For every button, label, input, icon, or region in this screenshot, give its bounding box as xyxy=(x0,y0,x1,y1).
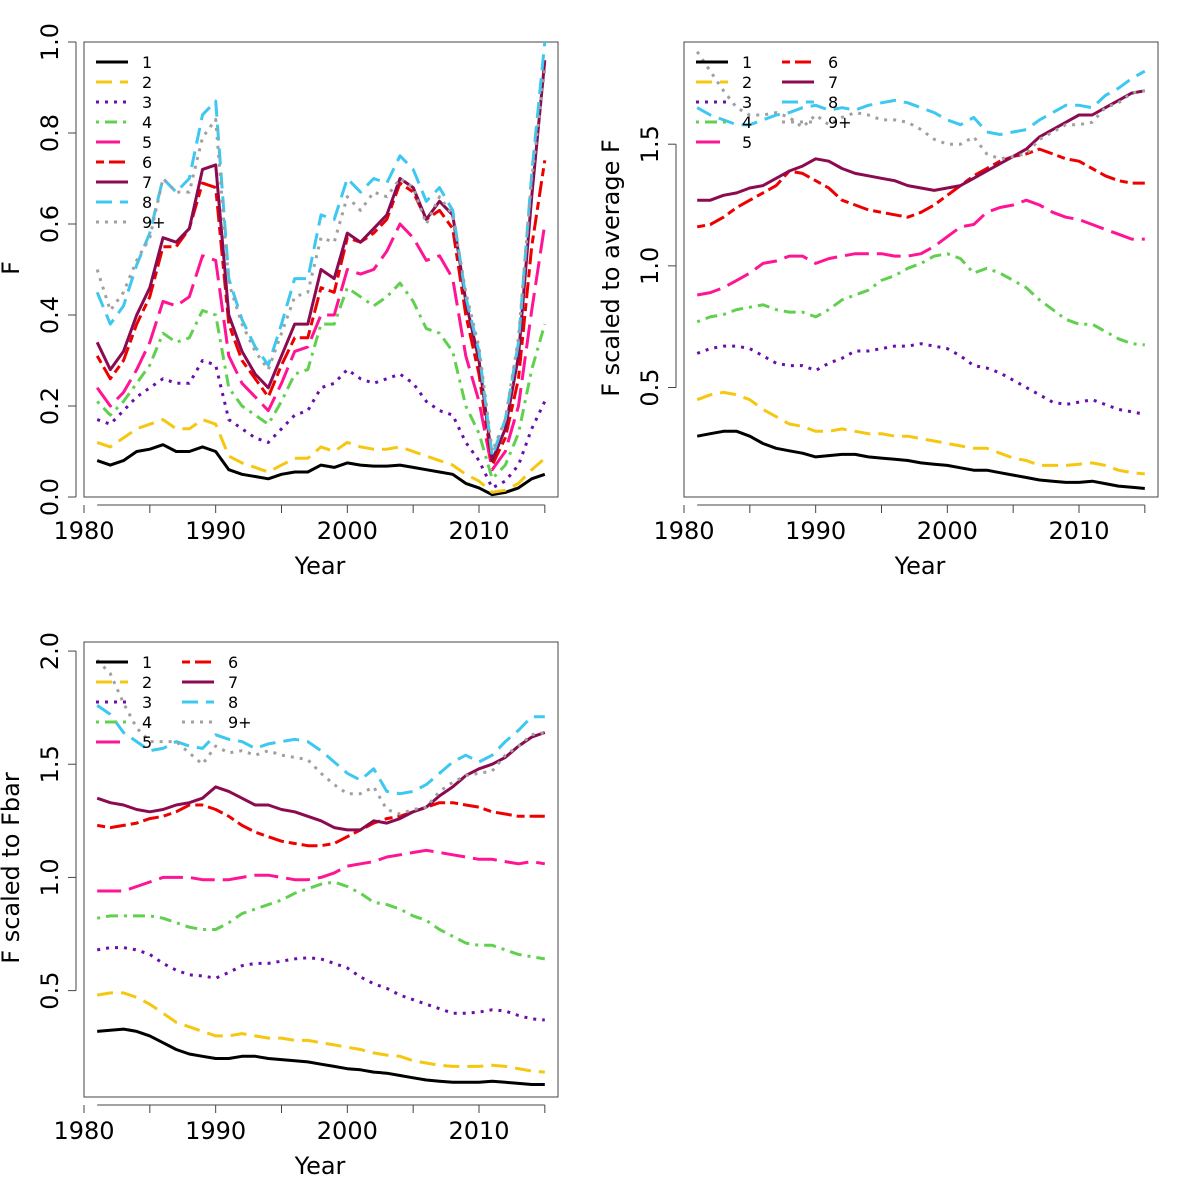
legend-label: 4 xyxy=(142,713,152,732)
series-line-1 xyxy=(97,1027,545,1086)
plot-frame xyxy=(683,41,1159,498)
x-tick-label: 2000 xyxy=(917,517,978,545)
legend-label: 5 xyxy=(142,733,152,752)
series-line-8 xyxy=(96,704,545,796)
legend-label: 1 xyxy=(142,653,152,672)
x-tick-label: 1980 xyxy=(53,517,114,545)
legend-label: 9+ xyxy=(142,213,166,232)
x-axis-title: Year xyxy=(294,552,346,580)
series-line-2 xyxy=(696,390,1145,476)
y-axis-title: F xyxy=(0,261,25,275)
x-axis-title: Year xyxy=(894,552,946,580)
legend-label: 5 xyxy=(742,133,752,152)
legend-label: 7 xyxy=(142,173,152,192)
series-line-6 xyxy=(95,160,547,467)
y-tick-label: 0.8 xyxy=(36,114,64,152)
series-line-4 xyxy=(96,281,547,481)
x-tick-label: 1990 xyxy=(185,1117,246,1145)
legend-label: 6 xyxy=(228,653,238,672)
y-tick-label: 1.5 xyxy=(636,125,664,163)
series-line-4 xyxy=(696,252,1145,347)
legend-label: 3 xyxy=(142,693,152,712)
y-tick-label: 1.0 xyxy=(636,247,664,285)
x-axis-title: Year xyxy=(294,1152,346,1180)
x-tick-label: 1980 xyxy=(653,517,714,545)
y-tick-label: 1.0 xyxy=(36,23,64,61)
x-tick-label: 1980 xyxy=(53,1117,114,1145)
legend-label: 1 xyxy=(142,53,152,72)
legend-label: 4 xyxy=(142,113,152,132)
legend-label: 6 xyxy=(828,53,838,72)
y-tick-label: 0.0 xyxy=(36,478,64,516)
legend-label: 3 xyxy=(742,93,752,112)
series-line-2 xyxy=(96,991,545,1074)
legend-label: 2 xyxy=(142,673,152,692)
y-tick-label: 1.0 xyxy=(36,858,64,896)
x-tick-label: 2000 xyxy=(317,1117,378,1145)
y-tick-label: 0.6 xyxy=(36,205,64,243)
y-tick-label: 1.5 xyxy=(36,745,64,783)
y-tick-label: 0.4 xyxy=(36,296,64,334)
legend-label: 1 xyxy=(742,53,752,72)
legend-label: 8 xyxy=(228,693,238,712)
legend-label: 9+ xyxy=(828,113,852,132)
plot-frame xyxy=(83,41,559,498)
legend-label: 7 xyxy=(228,673,238,692)
x-tick-label: 1990 xyxy=(185,517,246,545)
legend-label: 4 xyxy=(742,113,752,132)
series-line-5 xyxy=(95,222,547,472)
x-tick-label: 2000 xyxy=(317,517,378,545)
legend-label: 7 xyxy=(828,73,838,92)
panel-f-by-age: Year F 1980 1990 2000 2010 0.0 0.2 0.4 0.6 0.8 1.… xyxy=(0,23,559,580)
plot-frame xyxy=(83,641,559,1098)
legend-label: 8 xyxy=(142,193,152,212)
legend-label: 5 xyxy=(142,133,152,152)
series-line-4 xyxy=(96,880,546,961)
series-line-3 xyxy=(696,342,1146,416)
series-line-5 xyxy=(97,848,546,893)
series-line-2 xyxy=(96,418,546,494)
y-axis-title: F scaled to average F xyxy=(597,139,625,397)
series-line-9plus xyxy=(95,69,547,453)
series-line-5 xyxy=(696,198,1145,297)
y-axis-title: F scaled to Fbar xyxy=(0,772,25,964)
legend-label: 6 xyxy=(142,153,152,172)
series-line-7 xyxy=(697,89,1146,202)
y-tick-label: 0.2 xyxy=(36,387,64,425)
legend-label: 9+ xyxy=(228,713,252,732)
x-tick-label: 2010 xyxy=(1048,517,1109,545)
x-tick-label: 2010 xyxy=(448,1117,509,1145)
panel-f-scaled-to-average-f: Year F scaled to average F 1980 1990 2000 2… xyxy=(597,41,1159,580)
legend-label: 3 xyxy=(142,93,152,112)
series-line-9plus xyxy=(96,659,546,816)
y-tick-label: 2.0 xyxy=(36,632,64,670)
series-line-1 xyxy=(96,443,546,497)
series-line-8 xyxy=(696,69,1146,136)
x-tick-label: 2010 xyxy=(448,517,509,545)
series-line-6 xyxy=(96,801,545,848)
y-tick-label: 0.5 xyxy=(36,972,64,1010)
legend-label: 8 xyxy=(828,93,838,112)
y-tick-label: 0.5 xyxy=(636,368,664,406)
panel-f-scaled-to-fbar: Year F scaled to Fbar 1980 1990 2000 2010 0.… xyxy=(0,632,559,1180)
series-line-1 xyxy=(696,429,1145,490)
legend-label: 2 xyxy=(742,73,752,92)
series-line-9plus xyxy=(695,50,1146,161)
series-line-6 xyxy=(696,147,1145,229)
x-tick-label: 1990 xyxy=(785,517,846,545)
legend-label: 2 xyxy=(142,73,152,92)
series-line-7 xyxy=(96,731,546,832)
